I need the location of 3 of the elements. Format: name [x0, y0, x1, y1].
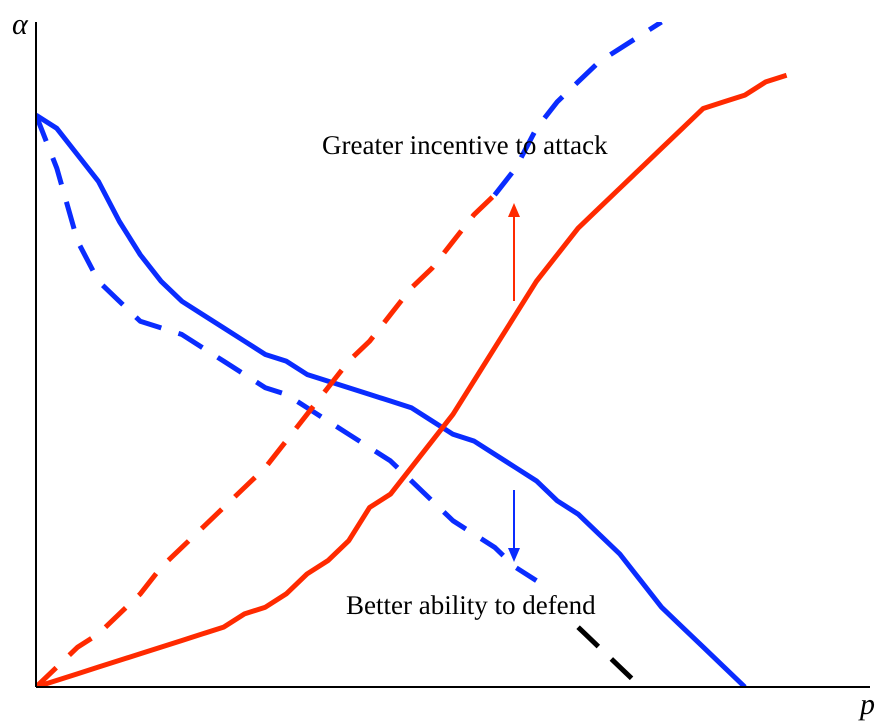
x-axis-title: p [860, 688, 875, 721]
y-axis-title: α [12, 8, 28, 42]
annotation: Better ability to defend [346, 590, 596, 621]
